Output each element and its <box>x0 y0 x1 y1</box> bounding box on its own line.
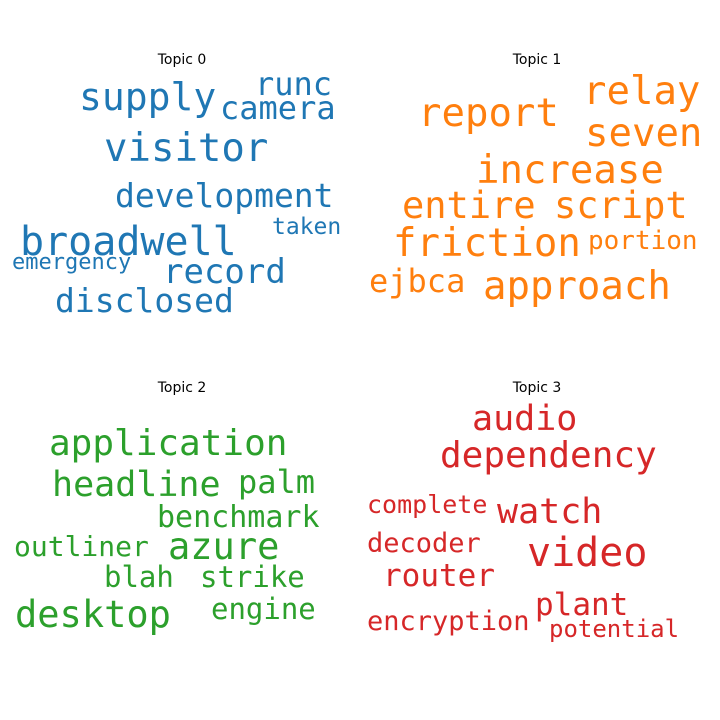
topic-3-title: Topic 3 <box>512 380 562 396</box>
word-taken: taken <box>272 214 342 240</box>
word-strike: strike <box>200 560 305 594</box>
word-increase: increase <box>476 148 664 193</box>
word-headline: headline <box>52 465 221 505</box>
word-engine: engine <box>211 592 316 626</box>
word-report: report <box>418 91 559 136</box>
word-audio: audio <box>472 399 578 439</box>
topic-0-title: Topic 0 <box>157 52 207 68</box>
word-benchmark: benchmark <box>157 500 320 535</box>
word-palm: palm <box>238 463 316 501</box>
word-application: application <box>49 423 288 464</box>
word-ejbca: ejbca <box>369 262 466 300</box>
word-watch: watch <box>497 492 603 532</box>
word-desktop: desktop <box>15 593 171 636</box>
word-entire: entire <box>402 184 536 227</box>
word-plant: plant <box>535 587 629 623</box>
word-complete: complete <box>367 490 488 519</box>
word-outliner: outliner <box>14 530 149 563</box>
word-development: development <box>115 176 334 215</box>
word-decoder: decoder <box>367 528 481 559</box>
word-video: video <box>527 530 648 576</box>
word-seven: seven <box>585 111 703 156</box>
word-record: record <box>163 252 286 292</box>
word-portion: portion <box>588 226 698 256</box>
word-visitor: visitor <box>104 126 269 171</box>
word-relay: relay <box>583 69 701 114</box>
word-azure: azure <box>168 525 280 568</box>
word-supply: supply <box>79 75 217 119</box>
word-runc: runc <box>255 65 333 103</box>
topic-0-panel: Topic 0 supply runc camera visitor devel… <box>12 52 352 372</box>
word-camera: camera <box>220 89 336 127</box>
word-approach: approach <box>483 264 671 309</box>
word-emergency: emergency <box>12 250 132 275</box>
topic-1-panel: Topic 1 relay report seven increase enti… <box>367 52 707 372</box>
word-blah: blah <box>104 560 174 594</box>
topic-2-panel: Topic 2 application headline palm benchm… <box>12 380 352 700</box>
word-script: script <box>554 184 688 227</box>
word-disclosed: disclosed <box>55 281 234 320</box>
word-potential: potential <box>549 615 680 643</box>
word-friction: friction <box>393 221 581 266</box>
topic-1-title: Topic 1 <box>512 52 562 68</box>
word-broadwell: broadwell <box>20 219 237 265</box>
word-encryption: encryption <box>367 606 530 637</box>
topic-3-panel: Topic 3 audio dependency complete watch … <box>367 380 707 700</box>
word-router: router <box>383 558 495 594</box>
topic-2-title: Topic 2 <box>157 380 207 396</box>
word-dependency: dependency <box>440 435 657 476</box>
